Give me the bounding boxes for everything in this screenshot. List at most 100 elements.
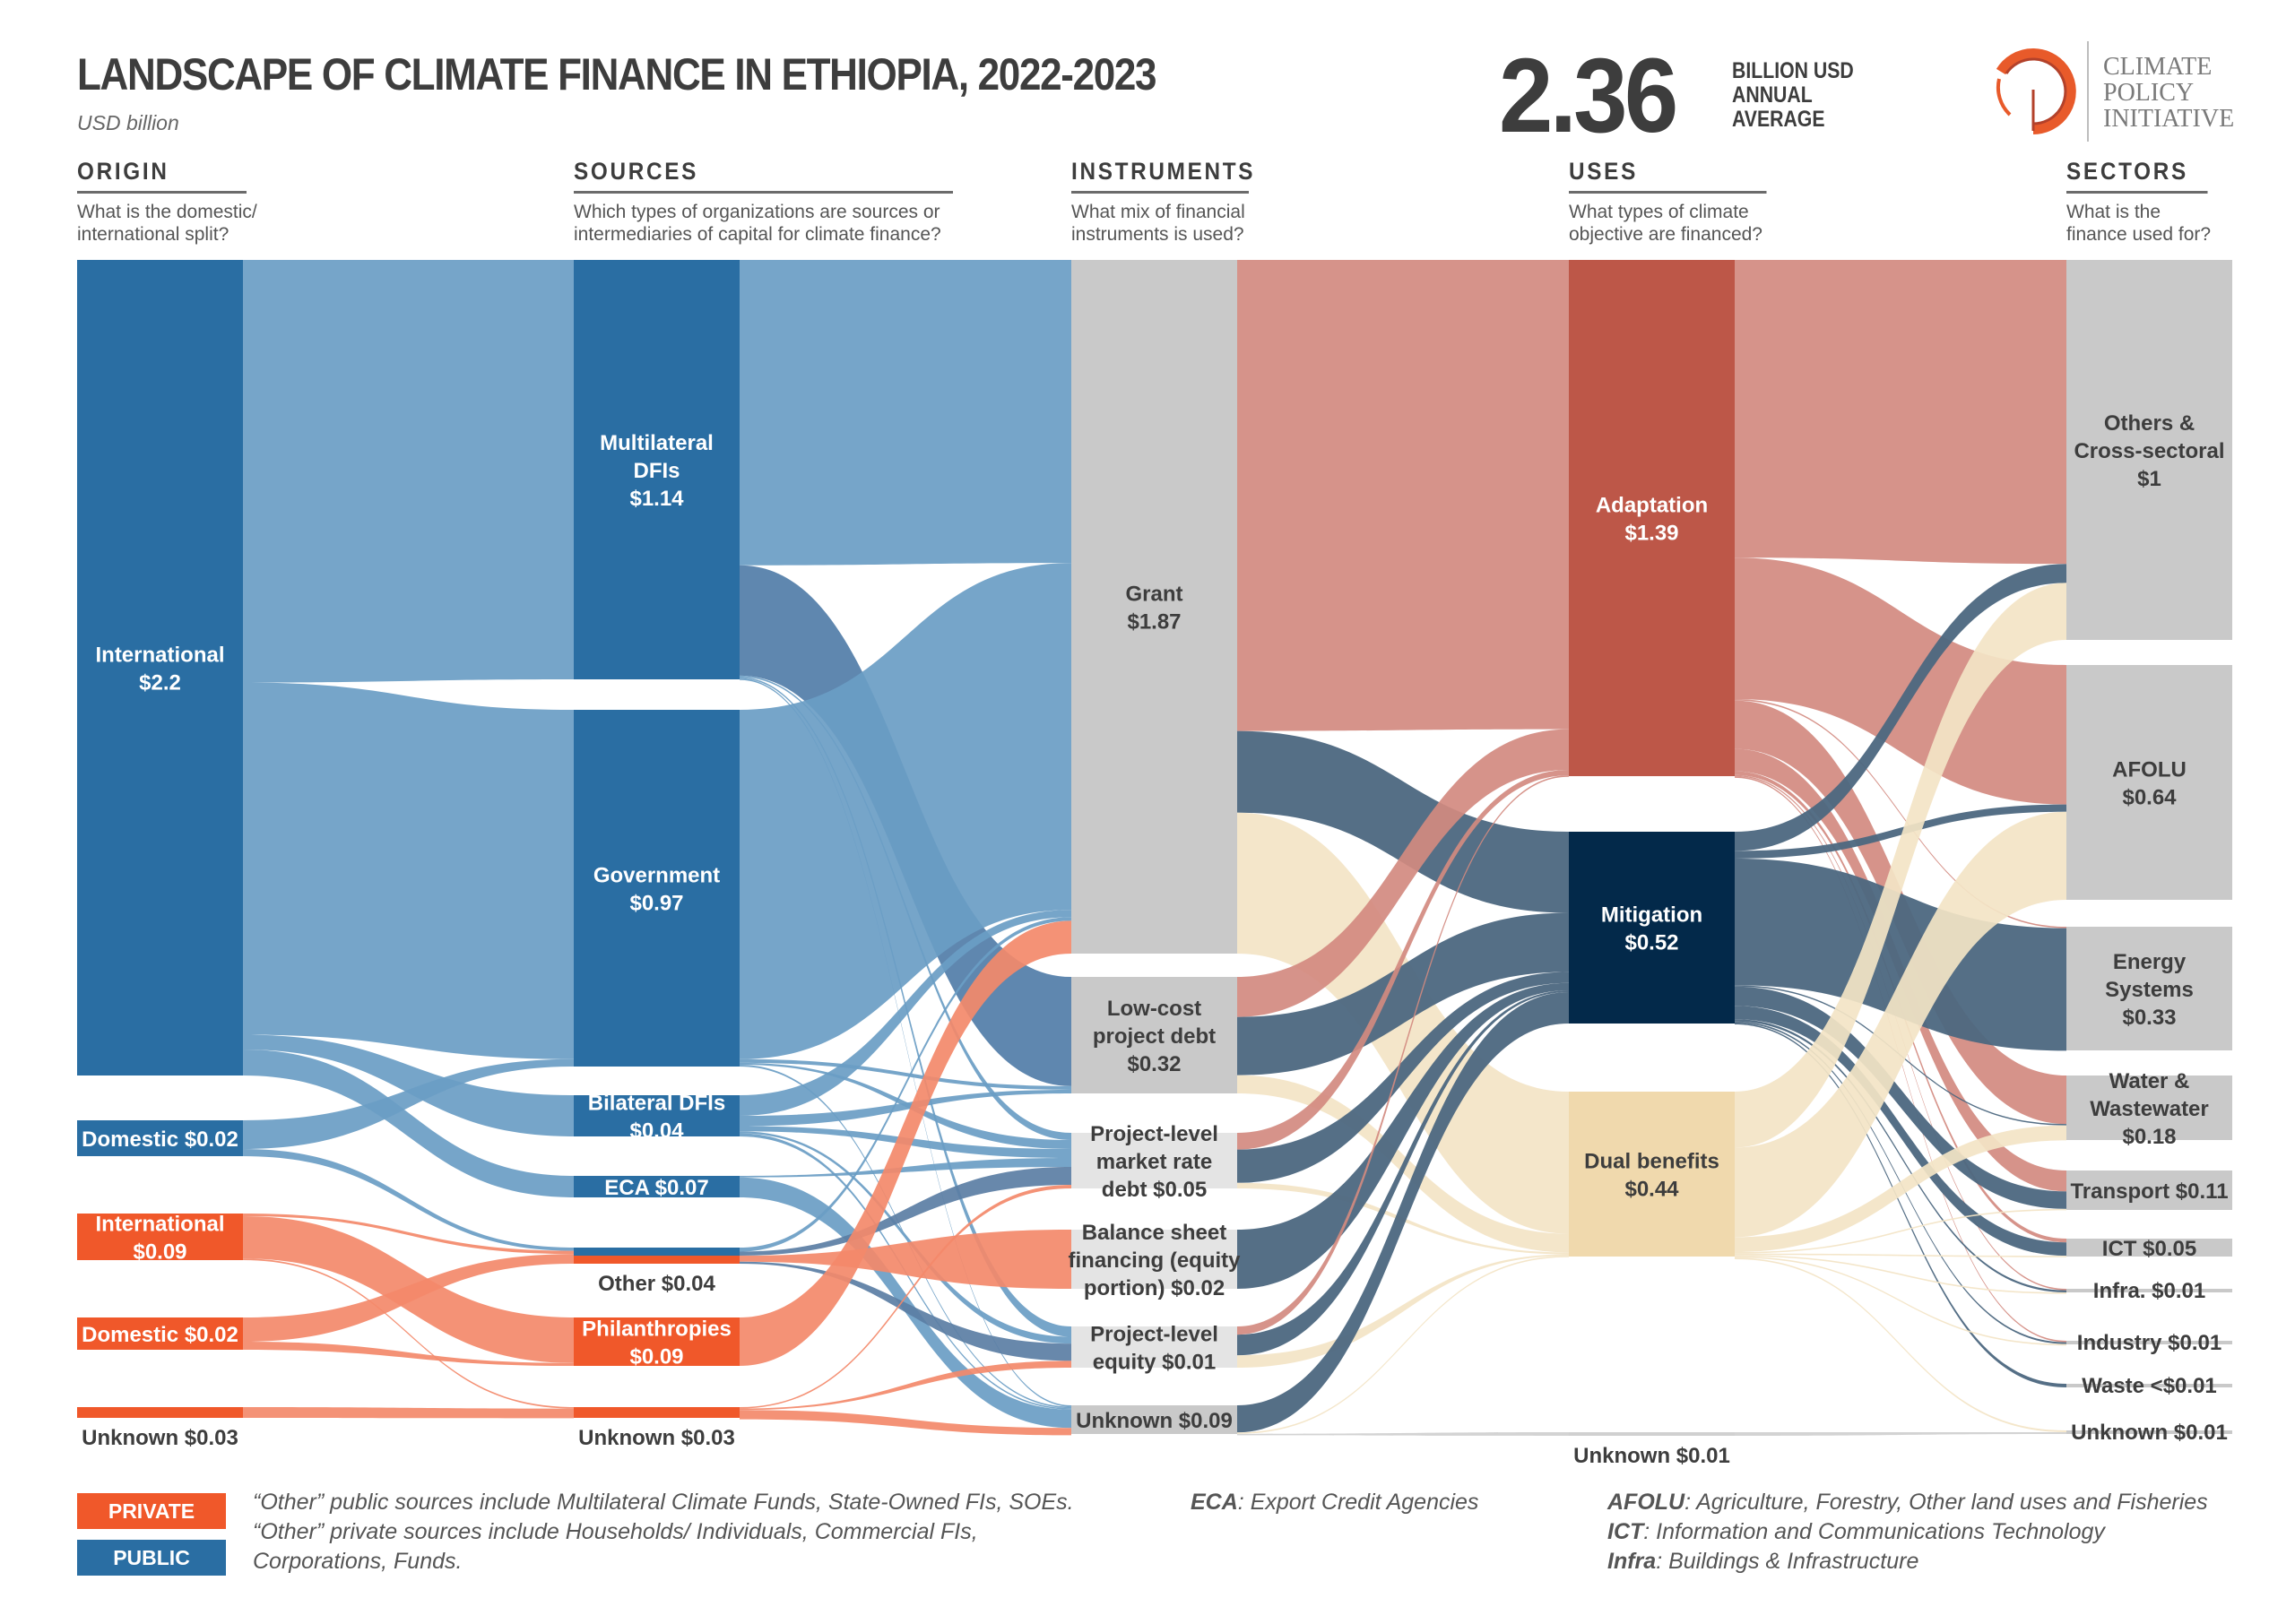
- flow-u_mitig-to-t_energy: [1735, 858, 2066, 1051]
- flow-u_mitig-to-t_ict: [1735, 1006, 2066, 1257]
- flow-s_unk-to-i_unk: [740, 1410, 1071, 1436]
- node-label-i_lcd: Low-cost project debt $0.32: [1093, 997, 1216, 1076]
- abbr: ECA: [1191, 1490, 1238, 1515]
- node-o_unk_pri: [77, 1407, 243, 1418]
- node-label-t_unk: Unknown $0.01: [2071, 1421, 2228, 1445]
- node-t_ict: [2066, 1239, 2232, 1257]
- legend-public: PUBLIC: [77, 1540, 226, 1576]
- node-label-s_eca: ECA $0.07: [604, 1176, 709, 1200]
- column-question: What types of climate objective are finan…: [1569, 202, 1762, 245]
- footnote-line: “Other” public sources include Multilate…: [253, 1490, 1074, 1515]
- flow-i_grant-to-u_mitig: [1237, 730, 1569, 913]
- flow-o_int_pub-to-s_bdfi: [243, 1034, 574, 1136]
- node-label-s_mdfi: Multilateral DFIs $1.14: [600, 431, 714, 511]
- node-o_int_pri: [77, 1214, 243, 1260]
- flow-s_other-to-i_grant: [740, 917, 1071, 1252]
- column-header-sectors: SECTORS What is the finance used for?: [2066, 158, 2223, 246]
- node-label-t_energy: Energy Systems $0.33: [2105, 950, 2194, 1030]
- node-label-o_int_pri: International $0.09: [95, 1213, 224, 1265]
- node-u_unk: [1569, 1432, 1735, 1436]
- flow-u_dual-to-t_industry: [1735, 1256, 2066, 1346]
- flow-o_dom_pub-to-s_gov: [243, 1058, 574, 1149]
- footnote-line: “Other” private sources include Househol…: [253, 1519, 978, 1544]
- node-label-s_bdfi: Bilateral DFIs $0.04: [588, 1092, 725, 1144]
- node-label-s_unk: Unknown $0.03: [578, 1426, 735, 1450]
- flow-u_adapt-to-t_afolu: [1735, 557, 2066, 805]
- flow-i_eq-to-u_dual: [1237, 1254, 1569, 1368]
- node-t_unk: [2066, 1430, 2232, 1434]
- flow-u_unk-to-t_unk: [1735, 1432, 2066, 1436]
- abbr: AFOLU: [1607, 1490, 1685, 1515]
- node-label-i_grant: Grant $1.87: [1125, 583, 1182, 635]
- node-label-s_phil: Philanthropies $0.09: [582, 1317, 732, 1369]
- flow-u_mitig-to-t_other: [1735, 564, 2066, 851]
- flow-s_mdfi-to-i_grant: [740, 260, 1071, 566]
- flow-i_bsf-to-u_mitig: [1237, 982, 1569, 1289]
- footnote-eca: ECA: Export Credit Agencies: [1191, 1488, 1478, 1517]
- flow-u_dual-to-t_transport: [1735, 1208, 2066, 1254]
- flow-o_int_pub-to-s_gov: [243, 682, 574, 1059]
- node-label-t_infra: Infra. $0.01: [2093, 1279, 2205, 1303]
- node-i_unk: [1071, 1405, 1237, 1434]
- flow-i_eq-to-u_adapt: [1237, 775, 1569, 1335]
- column-heading: SOURCES: [574, 158, 953, 194]
- flow-u_mitig-to-t_infra: [1735, 1019, 2066, 1292]
- flow-i_mrd-to-u_adapt: [1237, 769, 1569, 1150]
- logo-line-3: INITIATIVE: [2103, 105, 2235, 133]
- node-label-s_gov: Government $0.97: [593, 864, 720, 916]
- column-question: What mix of financial instruments is used…: [1071, 202, 1245, 245]
- column-header-instruments: INSTRUMENTS What mix of financial instrum…: [1071, 158, 1269, 246]
- node-i_bsf: [1071, 1230, 1237, 1289]
- flow-o_int_pri-to-s_unk: [243, 1258, 574, 1409]
- total-label: BILLION USD ANNUAL AVERAGE: [1732, 59, 1854, 132]
- flow-s_eca-to-i_mrd: [740, 1158, 1071, 1178]
- node-label-u_mitig: Mitigation $0.52: [1601, 903, 1702, 955]
- abbr: ICT: [1607, 1519, 1644, 1544]
- node-s_other-private-part: [574, 1256, 740, 1264]
- node-i_mrd: [1071, 1133, 1237, 1188]
- node-i_eq: [1071, 1326, 1237, 1368]
- node-label-u_unk: Unknown $0.01: [1573, 1444, 1730, 1468]
- column-question: Which types of organizations are sources…: [574, 202, 941, 245]
- flow-i_lcd-to-u_mitig: [1237, 912, 1569, 1075]
- logo-line-1: CLIMATE: [2103, 53, 2213, 81]
- node-label-t_ict: ICT $0.05: [2102, 1237, 2196, 1261]
- flow-i_unk-to-u_dual: [1237, 1256, 1569, 1434]
- total-value: 2.36: [1499, 37, 1678, 155]
- flow-i_unk-to-u_mitig: [1237, 992, 1569, 1433]
- abbr: Infra: [1607, 1549, 1657, 1574]
- column-header-uses: USES What types of climate objective are …: [1569, 158, 1788, 246]
- node-s_bdfi: [574, 1095, 740, 1136]
- sankey-nodes: [77, 260, 2232, 1436]
- flow-s_mdfi-to-i_unk: [740, 678, 1071, 1407]
- total-label-line-1: BILLION USD: [1732, 58, 1854, 83]
- node-t_energy: [2066, 927, 2232, 1050]
- flow-s_bdfi-to-i_grant: [740, 910, 1071, 1116]
- chart-title: LANDSCAPE OF CLIMATE FINANCE IN ETHIOPIA…: [77, 49, 1157, 99]
- cpi-logo-icon: [1996, 48, 2076, 134]
- node-s_phil: [574, 1317, 740, 1366]
- flow-u_mitig-to-t_transport: [1735, 986, 2066, 1209]
- flow-o_dom_pri-to-s_phil: [243, 1342, 574, 1366]
- node-label-t_industry: Industry $0.01: [2077, 1331, 2221, 1355]
- node-label-o_dom_pub: Domestic $0.02: [82, 1127, 238, 1152]
- flow-s_other-to-i_bsf: [740, 1230, 1071, 1289]
- sankey-links: [243, 260, 2066, 1436]
- node-s_gov: [574, 710, 740, 1067]
- flow-o_int_pri-to-s_other: [243, 1214, 574, 1255]
- node-label-t_other: Others & Cross-sectoral $1: [2074, 411, 2224, 491]
- footnote-other-sources: “Other” public sources include Multilate…: [253, 1488, 1074, 1576]
- node-label-t_transport: Transport $0.11: [2070, 1179, 2228, 1204]
- node-label-u_dual: Dual benefits $0.44: [1584, 1150, 1719, 1202]
- flow-u_mitig-to-t_afolu: [1735, 804, 2066, 859]
- node-i_lcd: [1071, 977, 1237, 1093]
- flow-i_mrd-to-u_mitig: [1237, 972, 1569, 1183]
- flow-o_dom_pub-to-s_other: [243, 1149, 574, 1251]
- node-s_mdfi: [574, 260, 740, 679]
- node-label-o_dom_pri: Domestic $0.02: [82, 1323, 238, 1347]
- flow-s_eca-to-i_unk: [740, 1177, 1071, 1429]
- flow-u_dual-to-t_other: [1735, 583, 2066, 1148]
- flow-i_unk-to-u_unk: [1237, 1432, 1569, 1436]
- node-label-o_int_pub: International $2.2: [95, 644, 224, 695]
